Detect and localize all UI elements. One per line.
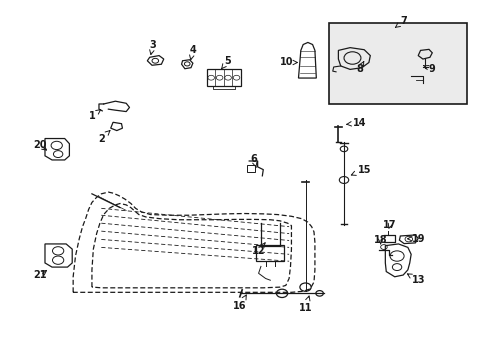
Circle shape — [315, 291, 323, 296]
Text: 15: 15 — [350, 165, 370, 175]
Circle shape — [276, 289, 287, 297]
Text: 10: 10 — [280, 58, 297, 67]
Text: 1: 1 — [88, 110, 101, 121]
Text: 19: 19 — [407, 234, 424, 244]
Bar — [206, 69, 240, 86]
Text: 14: 14 — [346, 118, 366, 128]
Text: 12: 12 — [251, 243, 265, 256]
Text: 13: 13 — [407, 274, 424, 285]
Text: 9: 9 — [423, 64, 435, 75]
Text: 20: 20 — [34, 140, 47, 150]
Circle shape — [299, 283, 310, 291]
Bar — [328, 23, 467, 104]
Text: 8: 8 — [355, 62, 363, 75]
Text: 2: 2 — [98, 131, 110, 144]
Circle shape — [340, 146, 347, 152]
Text: 11: 11 — [298, 296, 312, 313]
Text: 6: 6 — [250, 154, 257, 167]
Bar — [246, 165, 255, 172]
Text: 3: 3 — [149, 40, 156, 54]
Text: 16: 16 — [233, 295, 246, 311]
Text: 18: 18 — [373, 235, 386, 246]
Text: 17: 17 — [383, 220, 396, 230]
Text: 7: 7 — [395, 16, 407, 27]
Text: 5: 5 — [221, 56, 231, 69]
Circle shape — [339, 176, 348, 184]
Text: 21: 21 — [34, 270, 47, 280]
Bar — [256, 245, 284, 261]
Text: 4: 4 — [189, 45, 196, 60]
